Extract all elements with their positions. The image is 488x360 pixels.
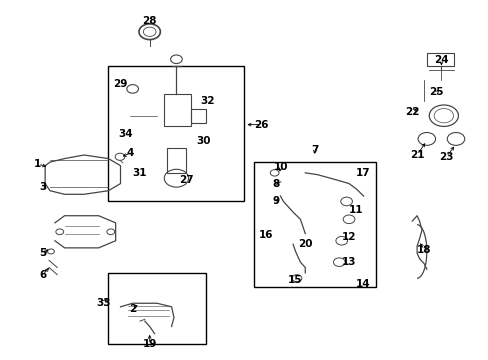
Text: 2: 2 xyxy=(129,303,136,314)
Text: 10: 10 xyxy=(273,162,287,172)
Text: 16: 16 xyxy=(259,230,273,240)
Text: 8: 8 xyxy=(272,179,279,189)
Text: 21: 21 xyxy=(409,150,424,160)
Text: 22: 22 xyxy=(404,107,419,117)
Text: 26: 26 xyxy=(254,120,268,130)
Text: 27: 27 xyxy=(179,175,193,185)
Text: 9: 9 xyxy=(272,197,279,206)
Text: 30: 30 xyxy=(196,136,210,146)
Text: 13: 13 xyxy=(341,257,356,267)
Text: 17: 17 xyxy=(356,168,370,178)
Text: 12: 12 xyxy=(341,232,356,242)
Text: 24: 24 xyxy=(433,55,448,65)
Text: 14: 14 xyxy=(356,279,370,289)
Text: 18: 18 xyxy=(416,245,431,255)
Text: 34: 34 xyxy=(118,129,132,139)
Text: 15: 15 xyxy=(288,275,302,285)
Text: 3: 3 xyxy=(39,182,46,192)
Text: 20: 20 xyxy=(297,239,312,249)
Text: 5: 5 xyxy=(39,248,46,258)
Text: 4: 4 xyxy=(126,148,134,158)
Text: 1: 1 xyxy=(34,159,41,169)
Text: 25: 25 xyxy=(428,87,443,98)
Text: 31: 31 xyxy=(132,168,147,178)
Text: 32: 32 xyxy=(201,96,215,107)
Text: 29: 29 xyxy=(113,78,127,89)
Text: 19: 19 xyxy=(142,339,157,349)
Text: 28: 28 xyxy=(142,16,157,26)
Text: 11: 11 xyxy=(348,205,363,215)
Text: 6: 6 xyxy=(39,270,46,280)
Text: 33: 33 xyxy=(96,298,110,308)
Text: 23: 23 xyxy=(438,152,452,162)
Text: 7: 7 xyxy=(311,145,318,155)
